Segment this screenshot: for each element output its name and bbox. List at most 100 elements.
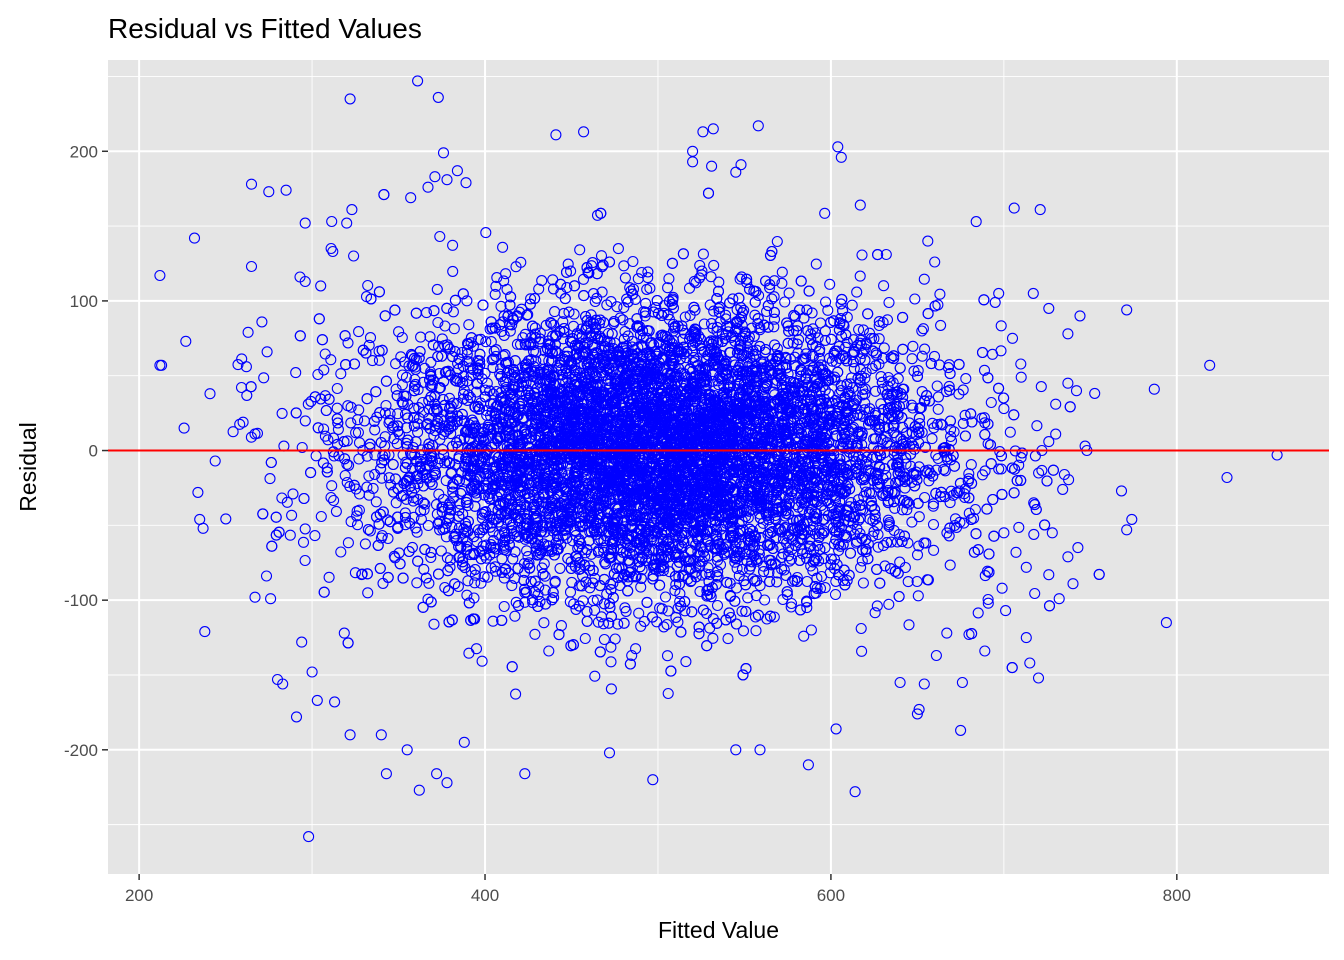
data-point xyxy=(480,336,492,348)
data-point xyxy=(913,461,925,473)
data-point xyxy=(661,618,673,631)
data-point xyxy=(883,598,895,610)
data-point xyxy=(885,536,897,548)
scatter-points xyxy=(154,75,1283,843)
data-point xyxy=(392,408,404,420)
data-point xyxy=(626,649,638,662)
data-point xyxy=(869,385,882,397)
data-point xyxy=(579,632,591,645)
data-point xyxy=(911,575,923,588)
data-point xyxy=(783,287,795,299)
data-point xyxy=(771,576,783,588)
data-point xyxy=(852,494,864,506)
data-point xyxy=(736,605,748,617)
data-point xyxy=(290,367,302,379)
data-point xyxy=(953,388,965,400)
data-point xyxy=(309,530,321,542)
data-point xyxy=(899,476,911,488)
data-point xyxy=(565,265,577,277)
data-point xyxy=(489,288,501,300)
data-point xyxy=(570,603,582,615)
data-point xyxy=(670,579,682,591)
data-point xyxy=(428,405,440,417)
data-point xyxy=(363,470,375,482)
data-point xyxy=(1089,387,1101,399)
data-point xyxy=(510,596,522,608)
data-point xyxy=(596,286,608,298)
data-point xyxy=(367,482,379,494)
data-point xyxy=(432,316,444,329)
data-point xyxy=(944,559,956,571)
data-point xyxy=(598,633,610,646)
data-point xyxy=(985,396,997,409)
data-point xyxy=(452,580,464,593)
data-point xyxy=(873,333,885,345)
data-point xyxy=(711,570,723,582)
data-point xyxy=(776,277,788,289)
data-point xyxy=(855,561,867,574)
data-point xyxy=(366,355,379,367)
data-point xyxy=(873,316,885,328)
data-point xyxy=(813,352,825,364)
data-point xyxy=(907,340,919,352)
data-point xyxy=(447,265,459,277)
data-point xyxy=(286,509,298,521)
data-point xyxy=(1015,358,1027,370)
data-point xyxy=(913,511,925,523)
data-point xyxy=(928,544,940,556)
data-point xyxy=(826,355,838,367)
data-point xyxy=(342,537,354,549)
data-point xyxy=(461,295,473,307)
data-point xyxy=(1029,587,1041,600)
data-point xyxy=(700,568,712,580)
data-point xyxy=(540,319,552,331)
data-point xyxy=(771,235,783,248)
data-point xyxy=(258,372,270,384)
data-point xyxy=(338,627,350,639)
data-point xyxy=(722,633,734,645)
data-point xyxy=(488,345,500,357)
data-point xyxy=(491,385,503,398)
data-point xyxy=(805,624,817,636)
data-point xyxy=(894,494,906,506)
data-point xyxy=(499,564,511,576)
data-point xyxy=(848,334,860,346)
data-point xyxy=(750,625,762,637)
data-point xyxy=(427,471,439,483)
data-point xyxy=(510,688,522,700)
data-point xyxy=(299,554,311,567)
data-point xyxy=(343,459,355,471)
data-point xyxy=(418,563,430,575)
data-point xyxy=(249,428,261,440)
data-point xyxy=(1036,464,1048,476)
data-point xyxy=(463,319,475,331)
data-point xyxy=(434,516,446,528)
data-point xyxy=(618,333,630,345)
data-point xyxy=(461,348,473,360)
data-point xyxy=(931,418,943,431)
data-point xyxy=(769,339,781,351)
data-point xyxy=(878,280,890,292)
data-point xyxy=(672,616,684,628)
data-point xyxy=(364,442,376,454)
data-point xyxy=(536,275,548,287)
data-point xyxy=(738,304,750,316)
data-point xyxy=(341,458,353,470)
data-point xyxy=(315,510,327,523)
data-point xyxy=(771,343,783,355)
data-point xyxy=(919,491,931,504)
data-point xyxy=(1028,497,1040,509)
data-point xyxy=(694,259,706,271)
data-point xyxy=(478,571,490,583)
data-point xyxy=(1013,521,1025,533)
data-point xyxy=(749,611,762,623)
data-point xyxy=(960,373,972,385)
data-point xyxy=(509,610,521,622)
data-point xyxy=(335,368,347,380)
data-point xyxy=(856,555,868,567)
data-point xyxy=(810,258,822,270)
data-point xyxy=(370,496,382,508)
data-point xyxy=(563,306,575,318)
